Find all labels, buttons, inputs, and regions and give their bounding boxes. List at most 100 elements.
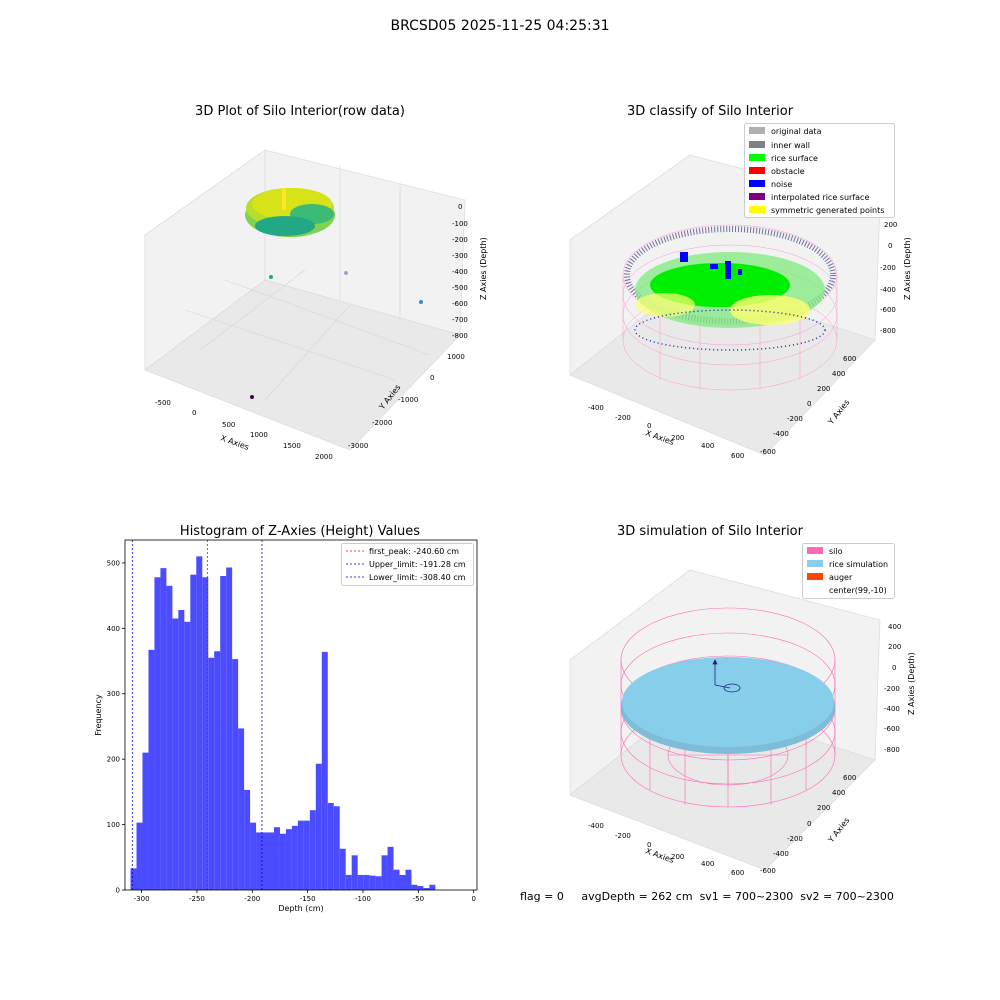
classify-ztick: 0 — [888, 242, 892, 250]
simulation-xtick: 0 — [647, 841, 651, 849]
legend-swatch — [749, 193, 765, 200]
histogram-bar — [226, 567, 233, 890]
raw-ztick: 0 — [458, 203, 462, 211]
raw-xtick: 0 — [192, 409, 196, 417]
histogram-bar — [351, 855, 358, 890]
raw-xtick: 500 — [222, 421, 235, 429]
histogram-bar — [232, 659, 239, 890]
histogram-bar — [154, 577, 161, 890]
simulation-ztick: 0 — [892, 664, 896, 672]
histogram-bar — [363, 874, 370, 890]
histogram-bar — [268, 832, 274, 890]
legend-label: obstacle — [771, 167, 805, 176]
simulation-ytick: 0 — [807, 820, 811, 828]
legend-label: Upper_limit: -191.28 cm — [369, 560, 466, 569]
simulation-ztick: -200 — [884, 685, 900, 693]
y-tick-label: 400 — [107, 625, 120, 633]
histogram-bar — [405, 869, 412, 890]
raw-floor — [144, 279, 461, 451]
histogram-bar — [429, 884, 436, 890]
histogram-bar — [393, 869, 400, 890]
histogram-chart: -300 -250 -200 -150 -100 -50 0 0 100 200 300 400 50… — [94, 539, 478, 913]
classify-xtick: 600 — [731, 452, 744, 460]
histogram-bar — [291, 825, 298, 890]
y-tick-label: 200 — [107, 756, 120, 764]
simulation-ytick: 400 — [832, 789, 845, 797]
legend-label: first_peak: -240.60 cm — [369, 547, 459, 556]
raw-ytick: 0 — [430, 374, 434, 382]
simulation-zlabel: Z Axies (Depth) — [907, 652, 916, 715]
legend-label: silo — [829, 547, 843, 556]
x-tick-label: -100 — [355, 895, 371, 903]
histogram-bar — [357, 874, 364, 890]
legend-label: interpolated rice surface — [771, 193, 869, 202]
legend-label: original data — [771, 127, 822, 136]
legend-swatch — [807, 560, 823, 567]
classify-ztick: -600 — [880, 306, 896, 314]
classify-xtick: 0 — [647, 422, 651, 430]
y-tick-label: 300 — [107, 690, 120, 698]
classify-xlabel: X Axies — [644, 428, 675, 447]
histogram-yaxis: 0 100 200 300 400 500 — [107, 559, 125, 895]
histogram-bar — [417, 886, 424, 890]
raw-ztick: -400 — [452, 268, 468, 276]
histogram-bar — [166, 585, 173, 890]
classify-ytick: -400 — [773, 430, 789, 438]
histogram-bar — [273, 827, 280, 890]
simulation-rice-surface — [621, 657, 835, 754]
classify-ztick: -800 — [880, 327, 896, 335]
histogram-bar — [202, 577, 209, 890]
x-tick-label: -300 — [134, 895, 150, 903]
raw-outlier-point — [344, 271, 348, 275]
raw-3d-plot: -500 0 500 1000 1500 2000 1000 0 -1000 -… — [144, 149, 488, 461]
histogram-bar — [196, 556, 203, 890]
histogram-bar — [262, 832, 269, 890]
classify-ytick: 400 — [832, 370, 845, 378]
raw-panel-title: 3D Plot of Silo Interior(row data) — [195, 104, 405, 119]
x-tick-label: 0 — [471, 895, 475, 903]
legend-swatch — [749, 141, 765, 148]
x-tick-label: -50 — [413, 895, 424, 903]
legend-label: auger — [829, 573, 853, 582]
simulation-ztick: 400 — [888, 623, 901, 631]
legend-label: noise — [771, 180, 792, 189]
histogram-bar — [297, 820, 304, 890]
histogram-bar — [130, 868, 137, 890]
simulation-auger — [712, 659, 741, 693]
classify-zlabel: Z Axies (Depth) — [903, 237, 912, 300]
legend-label: symmetric generated points — [771, 206, 884, 215]
raw-xtick: 2000 — [315, 453, 333, 461]
histogram-bar — [256, 832, 263, 890]
classify-ylabel: Y Axies — [826, 398, 852, 427]
histogram-bar — [399, 874, 406, 890]
classify-xtick: -400 — [588, 404, 604, 412]
y-tick-label: 100 — [107, 821, 120, 829]
simulation-ytick: -200 — [787, 835, 803, 843]
flag-text: flag = 0 — [520, 890, 564, 903]
histogram-bar — [321, 651, 328, 890]
simulation-ytick: -600 — [760, 867, 776, 875]
raw-outlier-point — [269, 275, 273, 279]
simulation-xtick: -400 — [588, 822, 604, 830]
histogram-bar — [375, 876, 382, 890]
raw-ztick: -200 — [452, 236, 468, 244]
histogram-bar — [315, 763, 322, 890]
classify-surface — [624, 226, 836, 351]
legend-swatch — [749, 167, 765, 174]
histogram-title: Histogram of Z-Axies (Height) Values — [179, 524, 421, 539]
simulation-ytick: 200 — [817, 804, 830, 812]
histogram-bar — [411, 884, 418, 890]
histogram-bar — [381, 855, 388, 890]
histogram-bar — [333, 806, 340, 890]
simulation-xtick: 200 — [671, 853, 684, 861]
classify-ytick: 0 — [807, 400, 811, 408]
raw-xlabel: X Axies — [219, 433, 250, 452]
histogram-bar — [369, 875, 376, 890]
histogram-bar — [387, 846, 394, 890]
raw-ytick: -3000 — [348, 442, 368, 450]
simulation-xtick: 400 — [701, 860, 714, 868]
legend-label: inner wall — [771, 141, 810, 150]
raw-ztick: -100 — [452, 220, 468, 228]
raw-xtick: 1500 — [283, 442, 301, 450]
simulation-ztick: -600 — [884, 725, 900, 733]
